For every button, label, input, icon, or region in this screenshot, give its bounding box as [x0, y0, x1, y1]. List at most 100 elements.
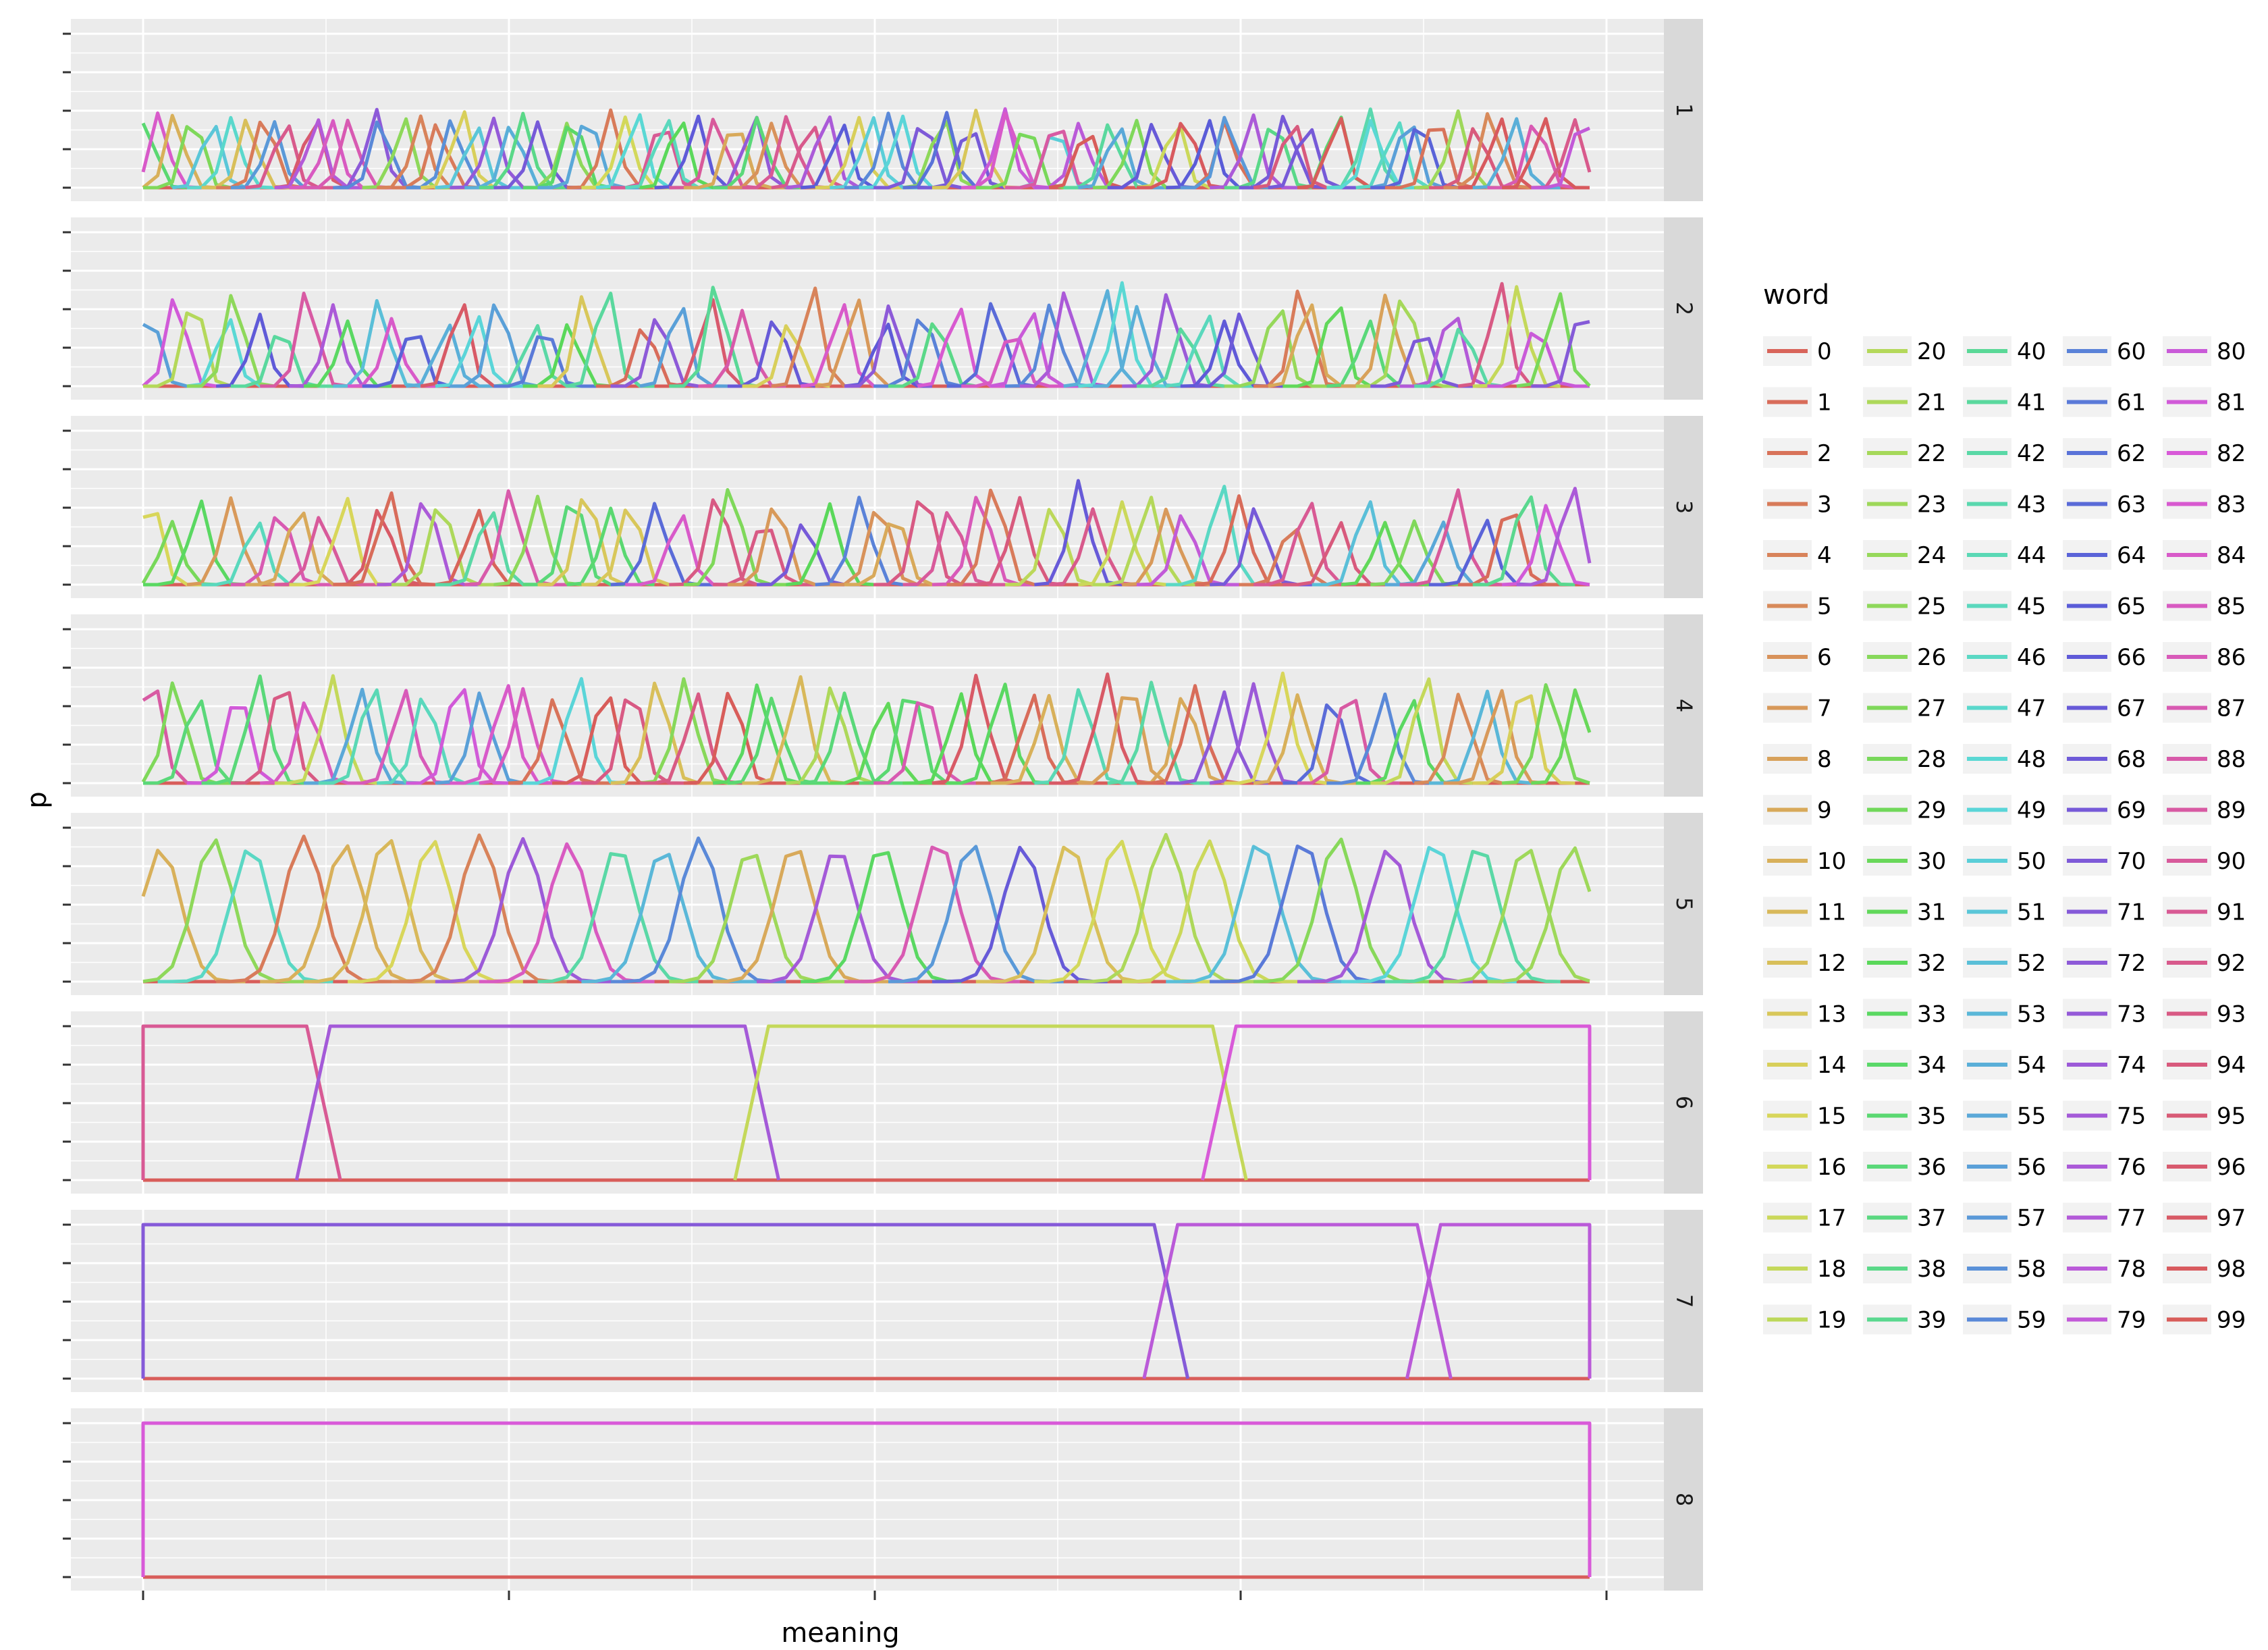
- legend: word012345678910111213141516171819202122…: [1763, 280, 2246, 1335]
- facet-strip-label: 8: [1671, 1493, 1697, 1506]
- facet-strip-label: 5: [1671, 897, 1697, 911]
- legend-label: 4: [1817, 542, 1832, 569]
- legend-label: 23: [1917, 491, 1946, 518]
- legend-entry-29: 29: [1863, 795, 1946, 825]
- legend-label: 92: [2217, 950, 2246, 977]
- series-line-word-15: [1224, 671, 1327, 785]
- series-line-word-49: [522, 676, 626, 785]
- series-line-word-11: [742, 675, 845, 785]
- series-line-word-5: [1414, 693, 1517, 785]
- legend-entry-36: 36: [1863, 1152, 1946, 1181]
- legend-label: 88: [2217, 746, 2246, 773]
- series-line-word-71: [1531, 320, 1590, 388]
- series-line-word-28: [1516, 292, 1591, 388]
- series-line-word-76: [1516, 487, 1592, 587]
- facet-panel-3: 3: [63, 416, 1703, 598]
- legend-entry-88: 88: [2163, 744, 2246, 774]
- legend-entry-81: 81: [2163, 387, 2246, 417]
- series-line-word-20: [1093, 496, 1195, 587]
- legend-label: 96: [2217, 1154, 2246, 1181]
- legend-entry-17: 17: [1763, 1202, 1846, 1233]
- series-line-word-44: [318, 688, 421, 785]
- legend-entry-25: 25: [1863, 591, 1946, 621]
- legend-entry-3: 3: [1763, 489, 1832, 519]
- legend-entry-22: 22: [1863, 438, 1946, 468]
- legend-label: 26: [1917, 644, 1946, 671]
- facet-strip-label: 4: [1671, 699, 1697, 712]
- legend-label: 40: [2017, 338, 2046, 365]
- legend-entry-94: 94: [2163, 1050, 2246, 1080]
- series-line-word-52: [1166, 845, 1342, 984]
- facet-strip: [1664, 217, 1703, 400]
- series-line-word-86: [348, 689, 450, 785]
- legend-label: 29: [1917, 797, 1946, 824]
- legend-entry-35: 35: [1863, 1100, 1946, 1131]
- legend-entry-67: 67: [2063, 693, 2146, 723]
- series-line-word-13: [581, 508, 684, 587]
- legend-label: 85: [2217, 593, 2246, 620]
- legend-entry-63: 63: [2063, 489, 2146, 519]
- legend-entry-4: 4: [1763, 540, 1832, 570]
- series-line-word-87: [873, 701, 976, 785]
- legend-entry-27: 27: [1863, 693, 1946, 723]
- legend-label: 86: [2217, 644, 2246, 671]
- legend-label: 84: [2217, 542, 2246, 569]
- facet-panel-8: 8: [63, 1408, 1703, 1591]
- legend-label: 59: [2017, 1307, 2046, 1334]
- legend-entry-13: 13: [1763, 999, 1846, 1029]
- legend-entry-37: 37: [1863, 1202, 1946, 1233]
- series-line-word-82: [141, 1421, 1592, 1577]
- legend-label: 10: [1817, 848, 1846, 875]
- series-line-word-31: [830, 701, 933, 785]
- series-lines: [141, 479, 1592, 587]
- legend-entry-19: 19: [1763, 1304, 1846, 1335]
- legend-label: 44: [2017, 542, 2046, 569]
- legend-entry-78: 78: [2063, 1254, 2146, 1283]
- legend-label: 34: [1917, 1052, 1946, 1079]
- legend-entry-39: 39: [1863, 1304, 1946, 1335]
- legend-title: word: [1763, 280, 1829, 311]
- legend-entry-74: 74: [2063, 1050, 2146, 1080]
- facet-strip: [1664, 19, 1703, 201]
- legend-entry-33: 33: [1863, 999, 1946, 1029]
- legend-label: 82: [2217, 440, 2246, 467]
- series-line-word-76: [377, 502, 479, 587]
- legend-label: 75: [2117, 1103, 2146, 1130]
- legend-label: 60: [2117, 338, 2146, 365]
- series-line-word-24: [1224, 309, 1327, 388]
- legend-entry-32: 32: [1863, 948, 1946, 978]
- legend-label: 57: [2017, 1205, 2046, 1232]
- series-lines: [141, 1421, 1592, 1579]
- legend-label: 50: [2017, 848, 2046, 875]
- legend-entry-16: 16: [1763, 1152, 1846, 1181]
- legend-entry-70: 70: [2063, 846, 2146, 876]
- series-line-word-60: [815, 496, 918, 587]
- legend-label: 83: [2217, 491, 2246, 518]
- legend-label: 17: [1817, 1205, 1846, 1232]
- legend-label: 76: [2117, 1154, 2146, 1181]
- series-line-word-97: [1049, 672, 1152, 785]
- series-line-word-89: [260, 292, 348, 388]
- legend-entry-97: 97: [2163, 1202, 2246, 1233]
- legend-label: 37: [1917, 1205, 1946, 1232]
- legend-label: 21: [1917, 390, 1946, 417]
- series-line-word-36: [201, 674, 304, 785]
- series-line-word-98: [1136, 122, 1225, 190]
- series-line-word-75: [294, 1024, 781, 1181]
- legend-entry-68: 68: [2063, 744, 2146, 774]
- series-line-word-3: [946, 488, 1050, 587]
- series-line-word-59: [1326, 692, 1430, 785]
- legend-entry-38: 38: [1863, 1254, 1946, 1283]
- legend-entry-30: 30: [1863, 846, 1946, 876]
- facet-strip: [1664, 813, 1703, 995]
- series-line-word-94: [1282, 521, 1385, 587]
- legend-entry-51: 51: [1963, 897, 2046, 927]
- series-line-word-93: [230, 691, 333, 785]
- legend-entry-53: 53: [1963, 999, 2046, 1029]
- legend-label: 49: [2017, 797, 2046, 824]
- legend-label: 28: [1917, 746, 1946, 773]
- legend-entry-40: 40: [1963, 336, 2046, 366]
- series-line-word-84: [450, 684, 553, 785]
- legend-label: 77: [2117, 1205, 2146, 1232]
- legend-entry-54: 54: [1963, 1050, 2046, 1080]
